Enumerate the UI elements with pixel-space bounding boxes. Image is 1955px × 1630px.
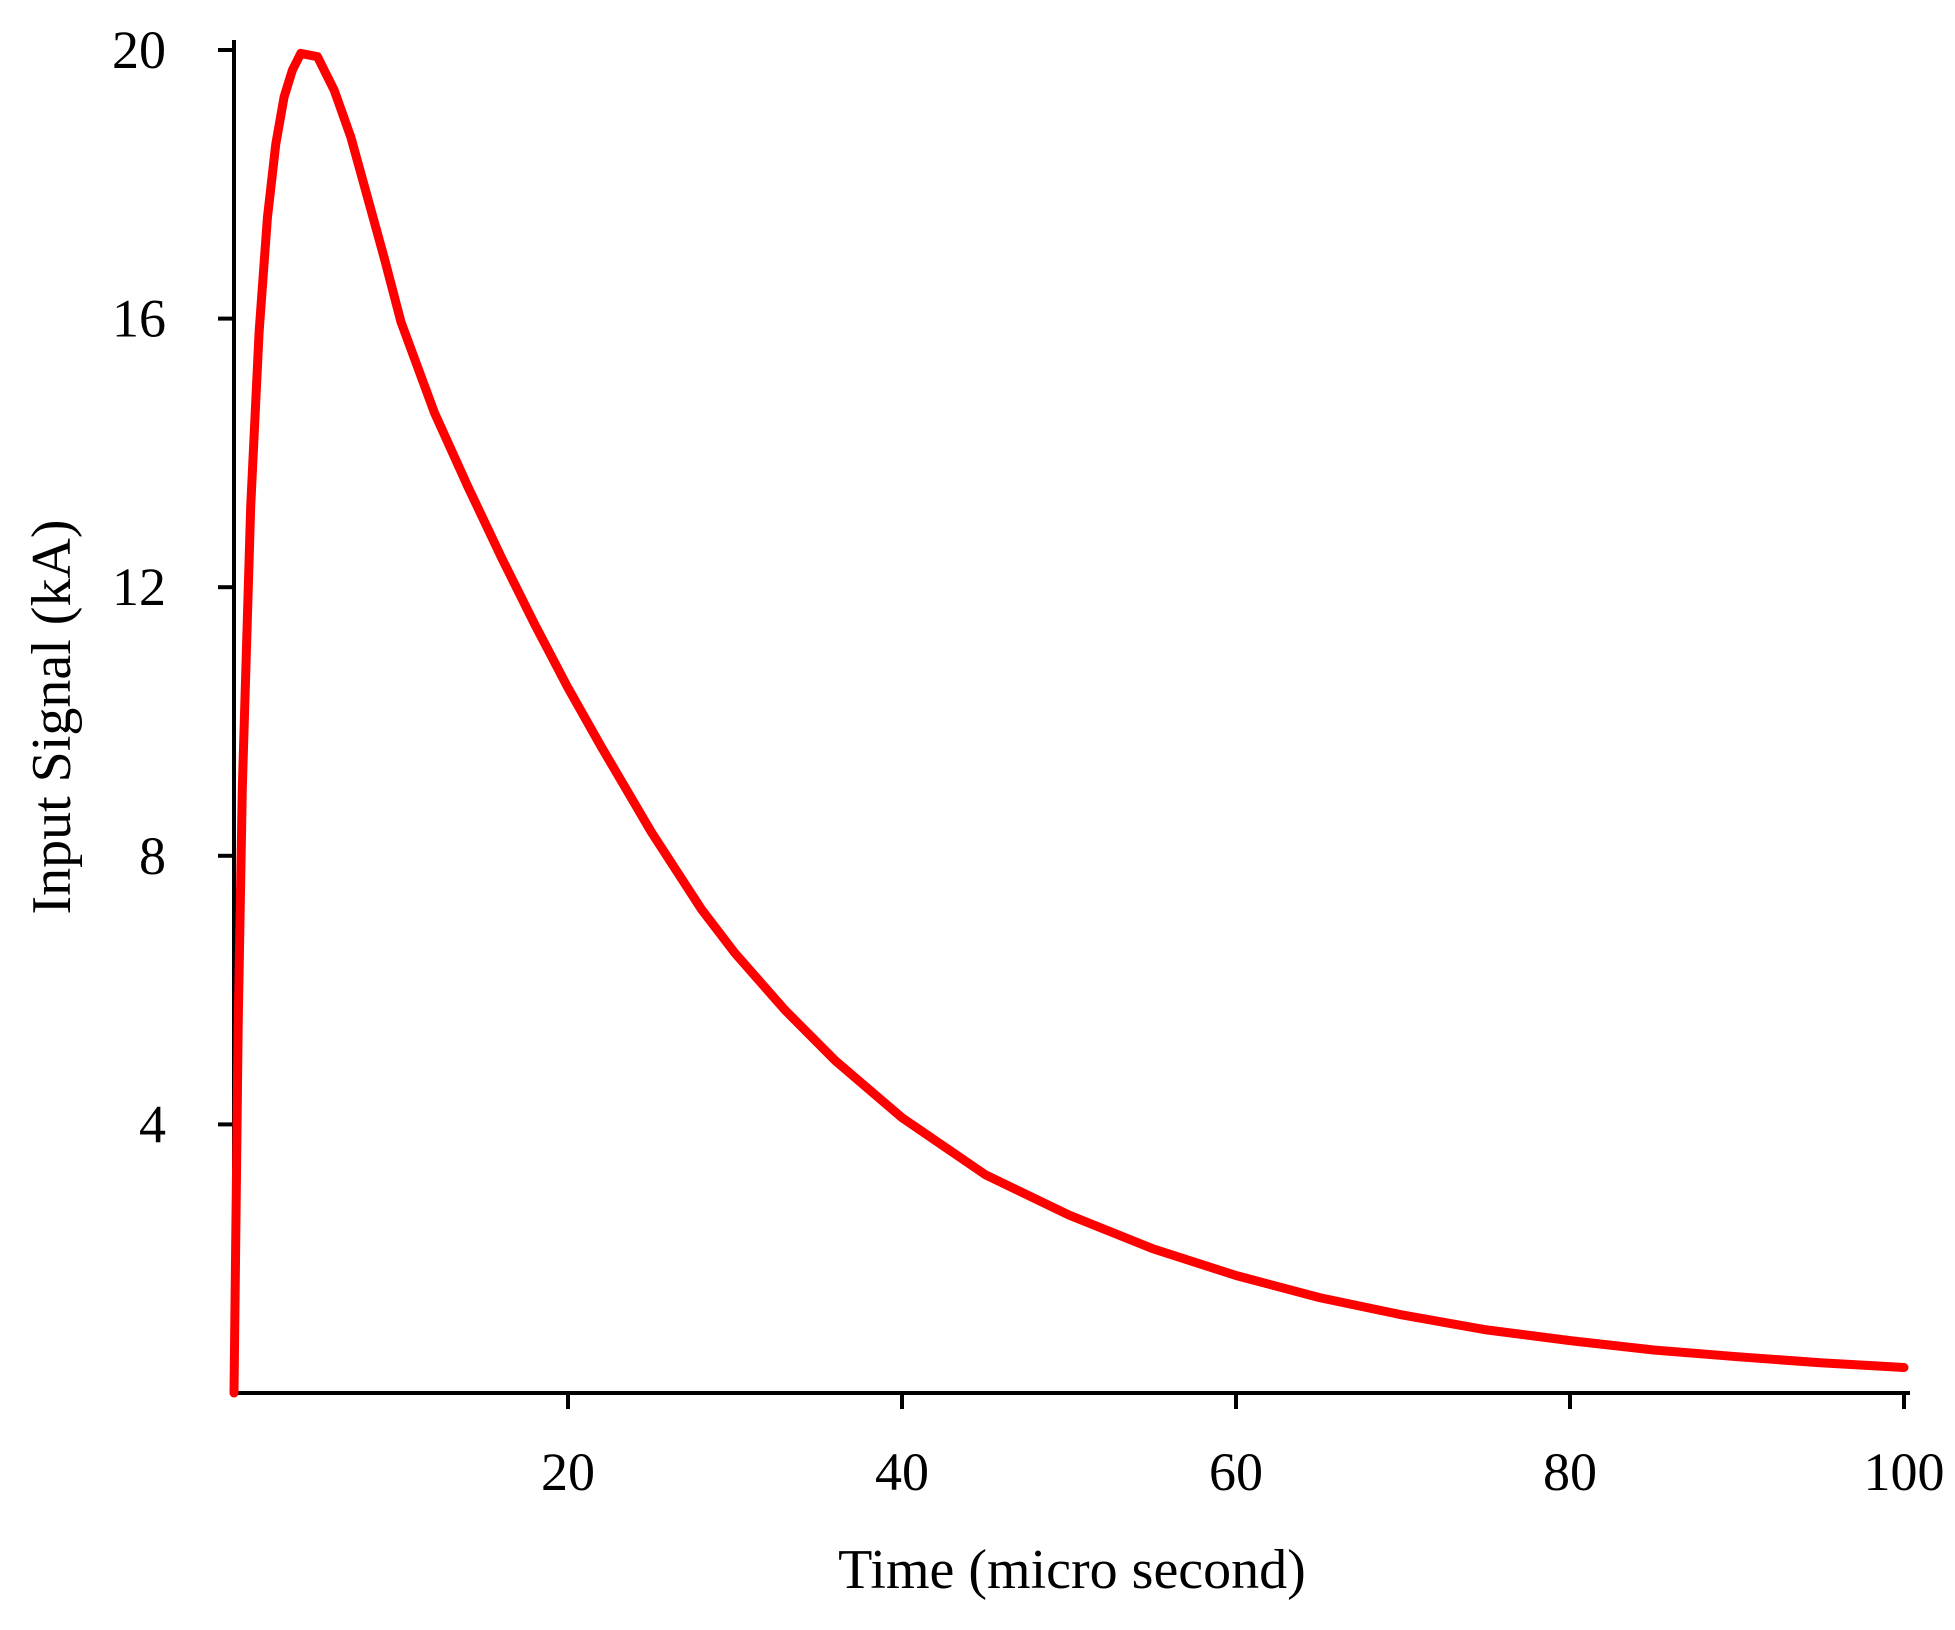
x-tick-label: 20	[541, 1442, 595, 1502]
y-ticks: 4 8 12 16 20	[112, 20, 234, 1154]
series-line-1	[229, 48, 1909, 1398]
y-axis-title: Input Signal (kA)	[21, 519, 83, 914]
y-tick-label: 12	[112, 557, 166, 617]
x-tick-label: 60	[1209, 1442, 1263, 1502]
y-tick-label: 16	[112, 289, 166, 349]
y-tick-label: 8	[139, 826, 166, 886]
y-tick-label: 20	[112, 20, 166, 80]
series-layer	[229, 48, 1909, 1398]
x-axis-title: Time (micro second)	[838, 1539, 1306, 1601]
y-tick-label: 4	[139, 1094, 166, 1154]
x-tick-label: 40	[875, 1442, 929, 1502]
x-ticks: 20 40 60 80 100	[541, 1393, 1945, 1502]
x-tick-label: 80	[1543, 1442, 1597, 1502]
x-tick-label: 100	[1864, 1442, 1945, 1502]
plot-area: 20 40 60 80 100 4 8 12 16 20	[112, 20, 1945, 1502]
